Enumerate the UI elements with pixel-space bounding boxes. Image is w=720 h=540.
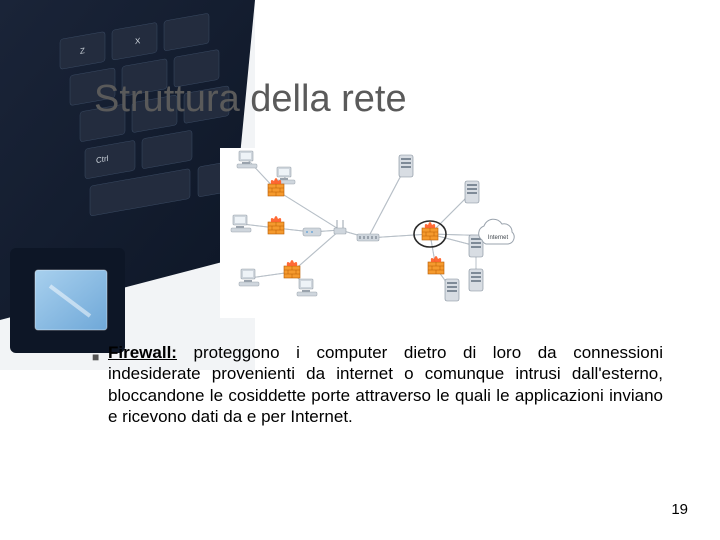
bullet-icon: ■ [92,350,99,364]
network-diagram: Internet [220,148,530,318]
svg-text:X: X [135,36,141,46]
page-number: 19 [671,501,688,518]
body-term: Firewall: [108,343,177,362]
background-laptop-photo: Z X Ctrl [0,0,255,370]
body-rest: proteggono i computer dietro di loro da … [108,343,663,426]
svg-text:Internet: Internet [488,235,509,241]
slide-title: Struttura della rete [94,78,407,121]
svg-text:Z: Z [80,46,85,56]
body-paragraph: Firewall: proteggono i computer dietro d… [108,342,663,427]
